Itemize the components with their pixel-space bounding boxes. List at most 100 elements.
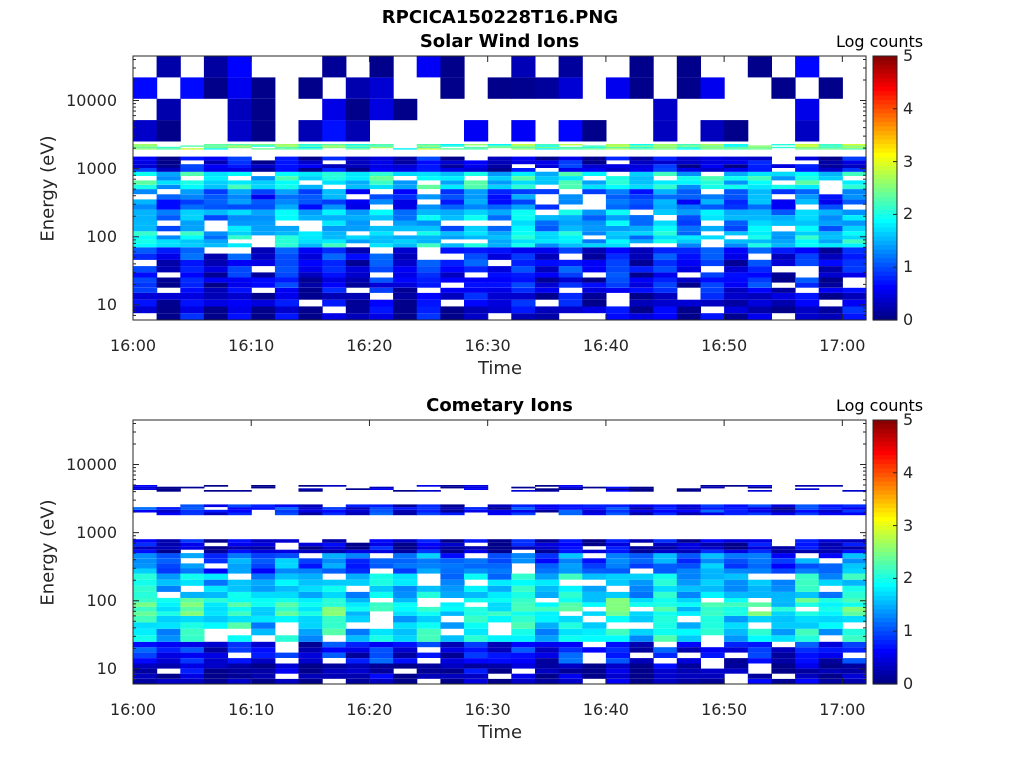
- heatmap-cell: [724, 239, 749, 244]
- heatmap-cell: [251, 164, 276, 168]
- heatmap-cell: [203, 156, 229, 161]
- heatmap-cell: [724, 628, 749, 636]
- heatmap-cell: [369, 647, 394, 653]
- heatmap-cell: [298, 199, 323, 205]
- colorbar-segment: [873, 437, 897, 443]
- heatmap-cell: [747, 287, 772, 293]
- heatmap-cell: [416, 215, 441, 221]
- heatmap-cell: [558, 678, 583, 684]
- colorbar-segment: [873, 582, 897, 588]
- heatmap-cell: [322, 606, 347, 612]
- heatmap-cell: [322, 652, 347, 658]
- heatmap-cell: [345, 658, 370, 664]
- heatmap-cell: [558, 243, 583, 248]
- heatmap-cell: [747, 490, 772, 492]
- heatmap-cell: [582, 180, 607, 185]
- heatmap-cell: [393, 509, 418, 513]
- heatmap-cell: [842, 606, 867, 612]
- heatmap-cell: [629, 668, 654, 674]
- heatmap-cell: [653, 266, 678, 273]
- heatmap-cell: [345, 635, 370, 642]
- heatmap-cell: [582, 299, 607, 307]
- heatmap-cell: [795, 231, 820, 236]
- heatmap-cell: [535, 247, 560, 254]
- heatmap-cell: [274, 558, 300, 564]
- heatmap-cell: [724, 164, 749, 168]
- colorbar-segment: [873, 477, 897, 483]
- heatmap-cell: [558, 235, 583, 240]
- heatmap-cell: [629, 235, 654, 240]
- heatmap-cell: [629, 507, 654, 510]
- heatmap-cell: [345, 180, 370, 185]
- heatmap-cell: [605, 184, 631, 190]
- heatmap-cell: [251, 579, 276, 586]
- heatmap-cell: [629, 176, 654, 181]
- heatmap-cell: [416, 539, 441, 543]
- heatmap-cell: [274, 507, 300, 510]
- heatmap-cell: [605, 611, 631, 616]
- heatmap-cell: [416, 509, 441, 513]
- heatmap-cell: [818, 168, 843, 172]
- heatmap-cell: [795, 239, 820, 244]
- heatmap-cell: [369, 585, 394, 592]
- heatmap-cell: [511, 120, 536, 142]
- heatmap-cell: [322, 199, 347, 205]
- heatmap-cell: [795, 215, 820, 221]
- heatmap-cell: [274, 259, 300, 267]
- heatmap-cell: [416, 259, 441, 267]
- heatmap-cell: [842, 235, 867, 240]
- y-tick-label: 1000: [76, 158, 117, 178]
- heatmap-cell: [818, 243, 843, 248]
- heatmap-cell: [747, 156, 772, 161]
- heatmap-cell: [369, 658, 394, 664]
- heatmap-cell: [180, 512, 205, 516]
- heatmap-cell: [440, 235, 465, 240]
- heatmap-cell: [464, 573, 489, 580]
- colorbar-segment: [873, 486, 897, 491]
- heatmap-cell: [771, 549, 796, 554]
- heatmap-cell: [369, 266, 394, 273]
- heatmap-cell: [653, 180, 678, 185]
- heatmap-cell: [629, 168, 654, 172]
- heatmap-cell: [345, 549, 370, 554]
- heatmap-cell: [605, 259, 631, 267]
- heatmap-cell: [629, 488, 654, 490]
- heatmap-cell: [653, 120, 678, 142]
- heatmap-cell: [298, 668, 323, 674]
- heatmap-cell: [487, 585, 512, 592]
- colorbar-segment: [873, 205, 897, 211]
- heatmap-cell: [393, 272, 418, 278]
- heatmap-cell: [322, 239, 347, 244]
- heatmap-cell: [322, 568, 347, 574]
- heatmap-cell: [629, 558, 654, 564]
- heatmap-cell: [180, 597, 205, 603]
- heatmap-cell: [747, 282, 772, 288]
- heatmap-cell: [676, 145, 701, 147]
- heatmap-cell: [298, 277, 323, 283]
- heatmap-cell: [842, 272, 867, 278]
- heatmap-cell: [558, 164, 583, 168]
- heatmap-cell: [535, 485, 560, 487]
- heatmap-cell: [535, 204, 560, 210]
- heatmap-cell: [180, 553, 205, 559]
- heatmap-cell: [676, 225, 701, 232]
- heatmap-cell: [345, 253, 370, 260]
- heatmap-cell: [133, 282, 158, 288]
- heatmap-cell: [842, 148, 867, 150]
- heatmap-cell: [629, 247, 654, 254]
- heatmap-cell: [629, 171, 654, 176]
- heatmap-cell: [653, 199, 678, 205]
- heatmap-cell: [605, 176, 631, 181]
- heatmap-cell: [511, 553, 536, 559]
- heatmap-cell: [464, 485, 489, 487]
- heatmap-cell: [322, 146, 347, 149]
- heatmap-cell: [700, 509, 725, 513]
- heatmap-cell: [653, 313, 678, 320]
- heatmap-cell: [605, 164, 631, 168]
- heatmap-cell: [416, 490, 441, 492]
- heatmap-cell: [416, 558, 441, 564]
- heatmap-cell: [274, 171, 300, 176]
- heatmap-cell: [487, 146, 512, 149]
- heatmap-cell: [133, 542, 158, 547]
- heatmap-cell: [771, 606, 796, 612]
